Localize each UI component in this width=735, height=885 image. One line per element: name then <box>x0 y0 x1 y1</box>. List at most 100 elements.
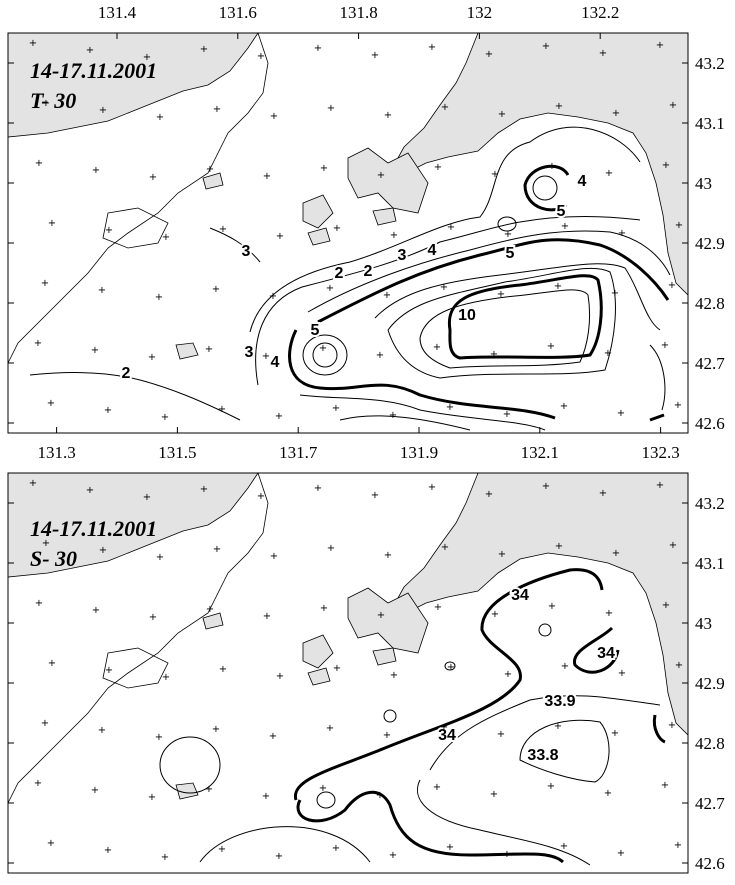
station: + <box>213 544 221 555</box>
station: + <box>320 603 328 614</box>
station: + <box>605 608 613 619</box>
y-tick-label: 42.6 <box>695 854 725 873</box>
station: + <box>383 730 391 741</box>
frame <box>7 32 689 434</box>
station: + <box>275 851 283 862</box>
station: + <box>491 609 499 620</box>
x-tick-label: 131.6 <box>219 3 257 22</box>
station: + <box>41 278 49 289</box>
station: + <box>605 168 613 179</box>
station: + <box>604 348 612 359</box>
station: + <box>332 403 340 414</box>
station: + <box>661 340 669 351</box>
station: + <box>434 162 442 173</box>
contour-label: 5 <box>557 203 566 220</box>
y-tick-label: 43 <box>695 174 712 193</box>
station: + <box>490 349 498 360</box>
station: + <box>314 483 322 494</box>
station: + <box>561 221 569 232</box>
station: + <box>105 225 113 236</box>
contour-label: 10 <box>458 307 476 324</box>
station: + <box>29 478 37 489</box>
station: + <box>162 232 170 243</box>
station: + <box>326 283 334 294</box>
station: + <box>675 220 683 231</box>
x-tick-label: 132.1 <box>521 443 559 462</box>
contour-label: 3 <box>245 344 254 361</box>
station: + <box>257 491 265 502</box>
contour-label: 34 <box>597 645 615 662</box>
station: + <box>542 41 550 52</box>
contour-label: 5 <box>311 322 320 339</box>
station: + <box>446 402 454 413</box>
panel-title: 14-17.11.2001 <box>30 58 157 83</box>
station: + <box>34 338 42 349</box>
contour-label: 3 <box>242 243 251 260</box>
station: + <box>29 38 37 49</box>
station: + <box>155 732 163 743</box>
station: + <box>554 721 562 732</box>
station: + <box>156 552 164 563</box>
contour-label: 34 <box>438 727 456 744</box>
station: + <box>384 110 392 121</box>
station: + <box>91 345 99 356</box>
station: + <box>86 485 94 496</box>
contour-label: 5 <box>506 245 515 262</box>
station: + <box>219 664 227 675</box>
station: + <box>155 292 163 303</box>
x-tick-label: 131.9 <box>400 443 438 462</box>
station: + <box>99 545 107 556</box>
station: + <box>669 540 677 551</box>
station: + <box>92 165 100 176</box>
station: + <box>504 669 512 680</box>
station: + <box>269 731 277 742</box>
contours <box>159 568 666 866</box>
x-tick-label: 131.7 <box>279 443 318 462</box>
station: + <box>333 223 341 234</box>
station: + <box>320 163 328 174</box>
station: + <box>218 404 226 415</box>
station: + <box>35 158 43 169</box>
station: + <box>143 52 151 63</box>
station: + <box>617 848 625 859</box>
station: + <box>213 104 221 115</box>
station: + <box>618 228 626 239</box>
station: + <box>611 728 619 739</box>
station: + <box>485 489 493 500</box>
x-tick-label: 132 <box>467 3 493 22</box>
station: + <box>485 49 493 60</box>
station: + <box>491 169 499 180</box>
station: + <box>205 784 213 795</box>
station: + <box>86 45 94 56</box>
station: + <box>618 668 626 679</box>
contour-label: 4 <box>578 173 587 190</box>
station: + <box>263 611 271 622</box>
station: + <box>314 43 322 54</box>
station: + <box>612 548 620 559</box>
station: + <box>377 170 385 181</box>
station: + <box>661 780 669 791</box>
station: + <box>48 658 56 669</box>
station: + <box>542 481 550 492</box>
station: + <box>390 670 398 681</box>
station: + <box>560 401 568 412</box>
station: + <box>148 792 156 803</box>
y-tick-label: 43 <box>695 614 712 633</box>
station: + <box>611 288 619 299</box>
station: + <box>219 224 227 235</box>
station: + <box>675 660 683 671</box>
station: + <box>554 281 562 292</box>
y-tick-label: 42.7 <box>695 794 725 813</box>
station: + <box>275 411 283 422</box>
station: + <box>389 410 397 421</box>
station: + <box>447 222 455 233</box>
station: + <box>371 50 379 61</box>
station: + <box>503 409 511 420</box>
y-tick-label: 42.7 <box>695 354 725 373</box>
station: + <box>668 280 676 291</box>
station: + <box>206 164 214 175</box>
station: + <box>333 663 341 674</box>
x-tick-label: 131.5 <box>158 443 196 462</box>
